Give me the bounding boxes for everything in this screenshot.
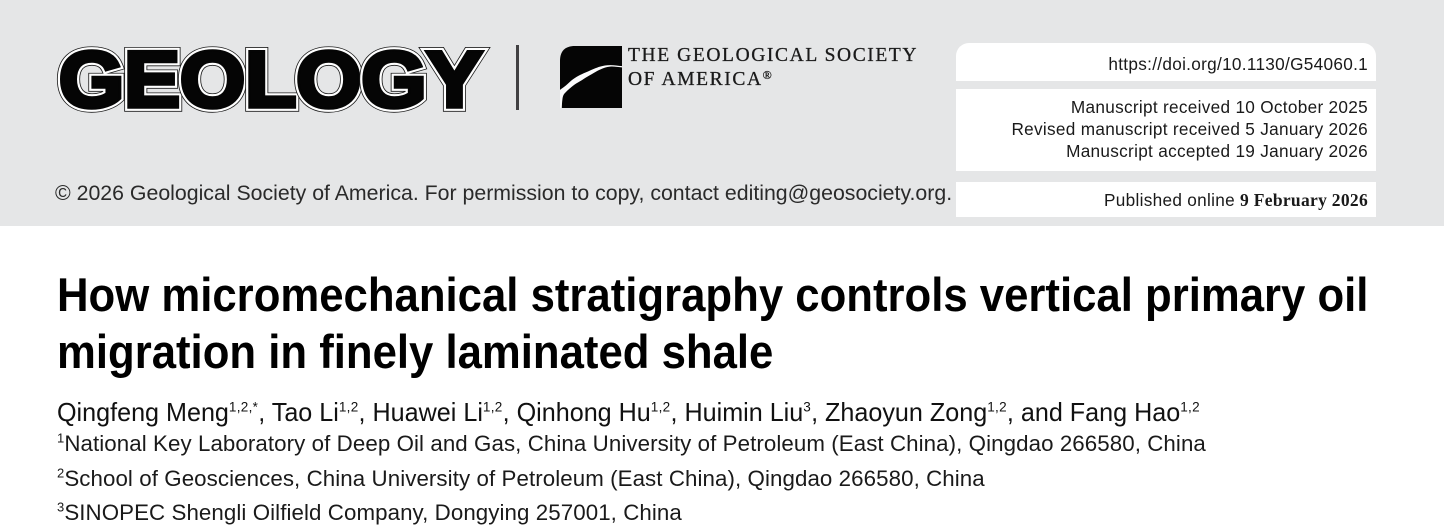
svg-text:O: O xyxy=(296,36,361,120)
svg-text:L: L xyxy=(245,36,296,120)
svg-text:G: G xyxy=(361,36,426,120)
svg-text:Y: Y xyxy=(427,36,483,120)
svg-text:Y: Y xyxy=(427,36,483,120)
svg-text:G: G xyxy=(361,36,426,120)
svg-text:E: E xyxy=(124,36,180,120)
svg-text:Y: Y xyxy=(427,36,483,120)
svg-text:O: O xyxy=(296,36,361,120)
svg-text:O: O xyxy=(180,36,245,120)
svg-text:L: L xyxy=(245,36,296,120)
svg-text:G: G xyxy=(59,36,124,120)
svg-text:E: E xyxy=(124,36,180,120)
svg-text:G: G xyxy=(59,36,124,120)
svg-text:O: O xyxy=(180,36,245,120)
svg-text:O: O xyxy=(180,36,245,120)
svg-text:O: O xyxy=(296,36,361,120)
svg-text:E: E xyxy=(124,36,180,120)
svg-text:L: L xyxy=(245,36,296,120)
svg-text:G: G xyxy=(59,36,124,120)
svg-text:G: G xyxy=(361,36,426,120)
